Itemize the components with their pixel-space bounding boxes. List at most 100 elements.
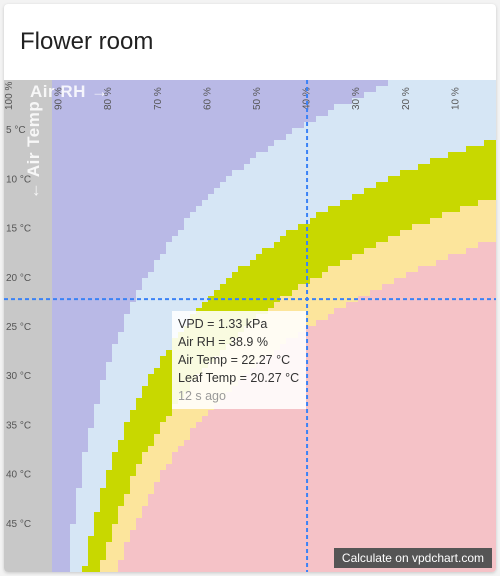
heatmap-cell <box>52 146 59 153</box>
heatmap-cell <box>106 116 113 123</box>
heatmap-cell <box>448 230 455 237</box>
heatmap-cell <box>64 80 71 87</box>
heatmap-cell <box>118 194 125 201</box>
heatmap-cell <box>466 374 473 381</box>
heatmap-cell <box>208 182 215 189</box>
heatmap-cell <box>364 170 371 177</box>
heatmap-cell <box>16 212 23 219</box>
heatmap-cell <box>388 230 395 237</box>
heatmap-cell <box>214 152 221 159</box>
heatmap-cell <box>46 230 53 237</box>
heatmap-cell <box>16 230 23 237</box>
heatmap-cell <box>388 314 395 321</box>
heatmap-cell <box>460 140 467 147</box>
heatmap-cell <box>112 206 119 213</box>
heatmap-cell <box>64 398 71 405</box>
heatmap-cell <box>454 380 461 387</box>
heatmap-cell <box>292 188 299 195</box>
heatmap-cell <box>244 434 251 441</box>
heatmap-cell <box>400 104 407 111</box>
heatmap-cell <box>82 170 89 177</box>
heatmap-cell <box>322 290 329 297</box>
heatmap-cell <box>334 338 341 345</box>
heatmap-cell <box>202 224 209 231</box>
heatmap-cell <box>364 374 371 381</box>
heatmap-cell <box>322 368 329 375</box>
heatmap-cell <box>406 200 413 207</box>
heatmap-cell <box>250 290 257 297</box>
heatmap-cell <box>148 410 155 417</box>
heatmap-cell <box>256 272 263 279</box>
heatmap-cell <box>202 284 209 291</box>
heatmap-cell <box>454 326 461 333</box>
heatmap-cell <box>424 194 431 201</box>
heatmap-cell <box>352 362 359 369</box>
heatmap-cell <box>436 254 443 261</box>
heatmap-cell <box>166 338 173 345</box>
heatmap-cell <box>310 332 317 339</box>
heatmap-cell <box>298 194 305 201</box>
heatmap-cell <box>346 188 353 195</box>
heatmap-cell <box>430 260 437 267</box>
heatmap-cell <box>172 170 179 177</box>
heatmap-cell <box>466 386 473 393</box>
heatmap-cell <box>208 254 215 261</box>
heatmap-cell <box>346 392 353 399</box>
heatmap-cell <box>40 410 47 417</box>
heatmap-cell <box>478 362 485 369</box>
heatmap-cell <box>178 104 185 111</box>
heatmap-cell <box>178 212 185 219</box>
heatmap-cell <box>148 428 155 435</box>
heatmap-cell <box>208 92 215 99</box>
heatmap-cell <box>394 356 401 363</box>
heatmap-cell <box>130 242 137 249</box>
heatmap-cell <box>166 194 173 201</box>
heatmap-cell <box>448 86 455 93</box>
heatmap-cell <box>52 272 59 279</box>
heatmap-cell <box>376 356 383 363</box>
heatmap-cell <box>58 350 65 357</box>
heatmap-cell <box>376 116 383 123</box>
heatmap-cell <box>310 314 317 321</box>
heatmap-cell <box>88 368 95 375</box>
heatmap-cell <box>256 170 263 177</box>
heatmap-cell <box>316 146 323 153</box>
heatmap-cell <box>238 212 245 219</box>
heatmap-cell <box>334 260 341 267</box>
heatmap-cell <box>118 164 125 171</box>
heatmap-cell <box>268 170 275 177</box>
heatmap-cell <box>142 146 149 153</box>
heatmap-cell <box>256 134 263 141</box>
heatmap-cell <box>106 92 113 99</box>
heatmap-cell <box>52 368 59 375</box>
heatmap-cell <box>322 362 329 369</box>
heatmap-cell <box>58 266 65 273</box>
heatmap-cell <box>382 314 389 321</box>
heatmap-cell <box>40 152 47 159</box>
heatmap-cell <box>466 86 473 93</box>
heatmap-cell <box>424 284 431 291</box>
heatmap-cell <box>22 380 29 387</box>
heatmap-cell <box>478 338 485 345</box>
heatmap-cell <box>436 218 443 225</box>
heatmap-cell <box>238 92 245 99</box>
heatmap-cell <box>4 212 11 219</box>
heatmap-cell <box>304 242 311 249</box>
heatmap-cell <box>4 230 11 237</box>
heatmap-cell <box>448 428 455 435</box>
heatmap-cell <box>412 362 419 369</box>
vpd-chart[interactable]: 100 % 90 % 80 % 70 % 60 % 50 % 40 % 30 % 20 % 10 … <box>4 80 496 572</box>
heatmap-cell <box>292 194 299 201</box>
heatmap-cell <box>358 308 365 315</box>
heatmap-cell <box>154 86 161 93</box>
heatmap-cell <box>46 248 53 255</box>
heatmap-cell <box>478 410 485 417</box>
heatmap-cell <box>112 152 119 159</box>
heatmap-cell <box>52 374 59 381</box>
heatmap-cell <box>418 224 425 231</box>
heatmap-cell <box>280 212 287 219</box>
heatmap-cell <box>484 308 491 315</box>
heatmap-cell <box>214 266 221 273</box>
heatmap-cell <box>424 272 431 279</box>
heatmap-cell <box>136 278 143 285</box>
